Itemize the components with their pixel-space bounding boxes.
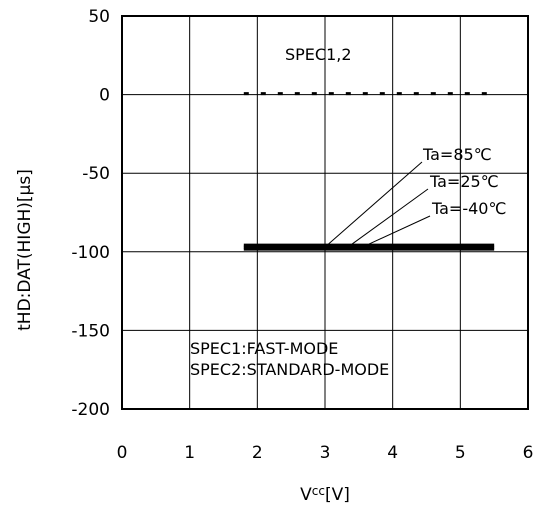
x-tick-labels: 0 1 2 3 4 5 6 [117, 443, 534, 463]
series-label-minus40: Ta=-40℃ [431, 199, 506, 218]
leader-line [328, 161, 423, 245]
y-tick-labels: 50 0 -50 -100 -150 -200 [71, 7, 110, 420]
y-tick-label: 50 [88, 7, 110, 27]
x-axis-label: Vcc[V] [300, 484, 350, 505]
x-tick-label: 3 [320, 443, 331, 463]
leader-line [351, 188, 429, 245]
grid [122, 16, 528, 409]
legend-text-spec2: SPEC2:STANDARD-MODE [190, 360, 389, 379]
label-leaders [328, 161, 431, 245]
series-label-25: Ta=25℃ [429, 172, 499, 191]
y-tick-label: -50 [82, 164, 110, 184]
x-tick-label: 4 [387, 443, 398, 463]
plot-frame [121, 15, 529, 410]
series-group [243, 243, 495, 251]
legend-text-spec1: SPEC1:FAST-MODE [190, 339, 338, 358]
leader-line [368, 215, 431, 245]
series-label-85: Ta=85℃ [422, 145, 492, 164]
y-tick-label: -100 [71, 243, 110, 263]
y-tick-label: 0 [99, 86, 110, 106]
y-tick-label: -150 [71, 321, 110, 341]
x-tick-label: 6 [523, 443, 534, 463]
spec-label: SPEC1,2 [285, 45, 352, 64]
y-tick-label: -200 [71, 400, 110, 420]
y-axis-label: tHD:DAT(HIGH)[µs] [15, 169, 35, 331]
x-tick-label: 1 [184, 443, 195, 463]
plot-border [121, 15, 529, 410]
x-tick-label: 2 [252, 443, 263, 463]
x-tick-label: 5 [455, 443, 466, 463]
x-tick-label: 0 [117, 443, 128, 463]
